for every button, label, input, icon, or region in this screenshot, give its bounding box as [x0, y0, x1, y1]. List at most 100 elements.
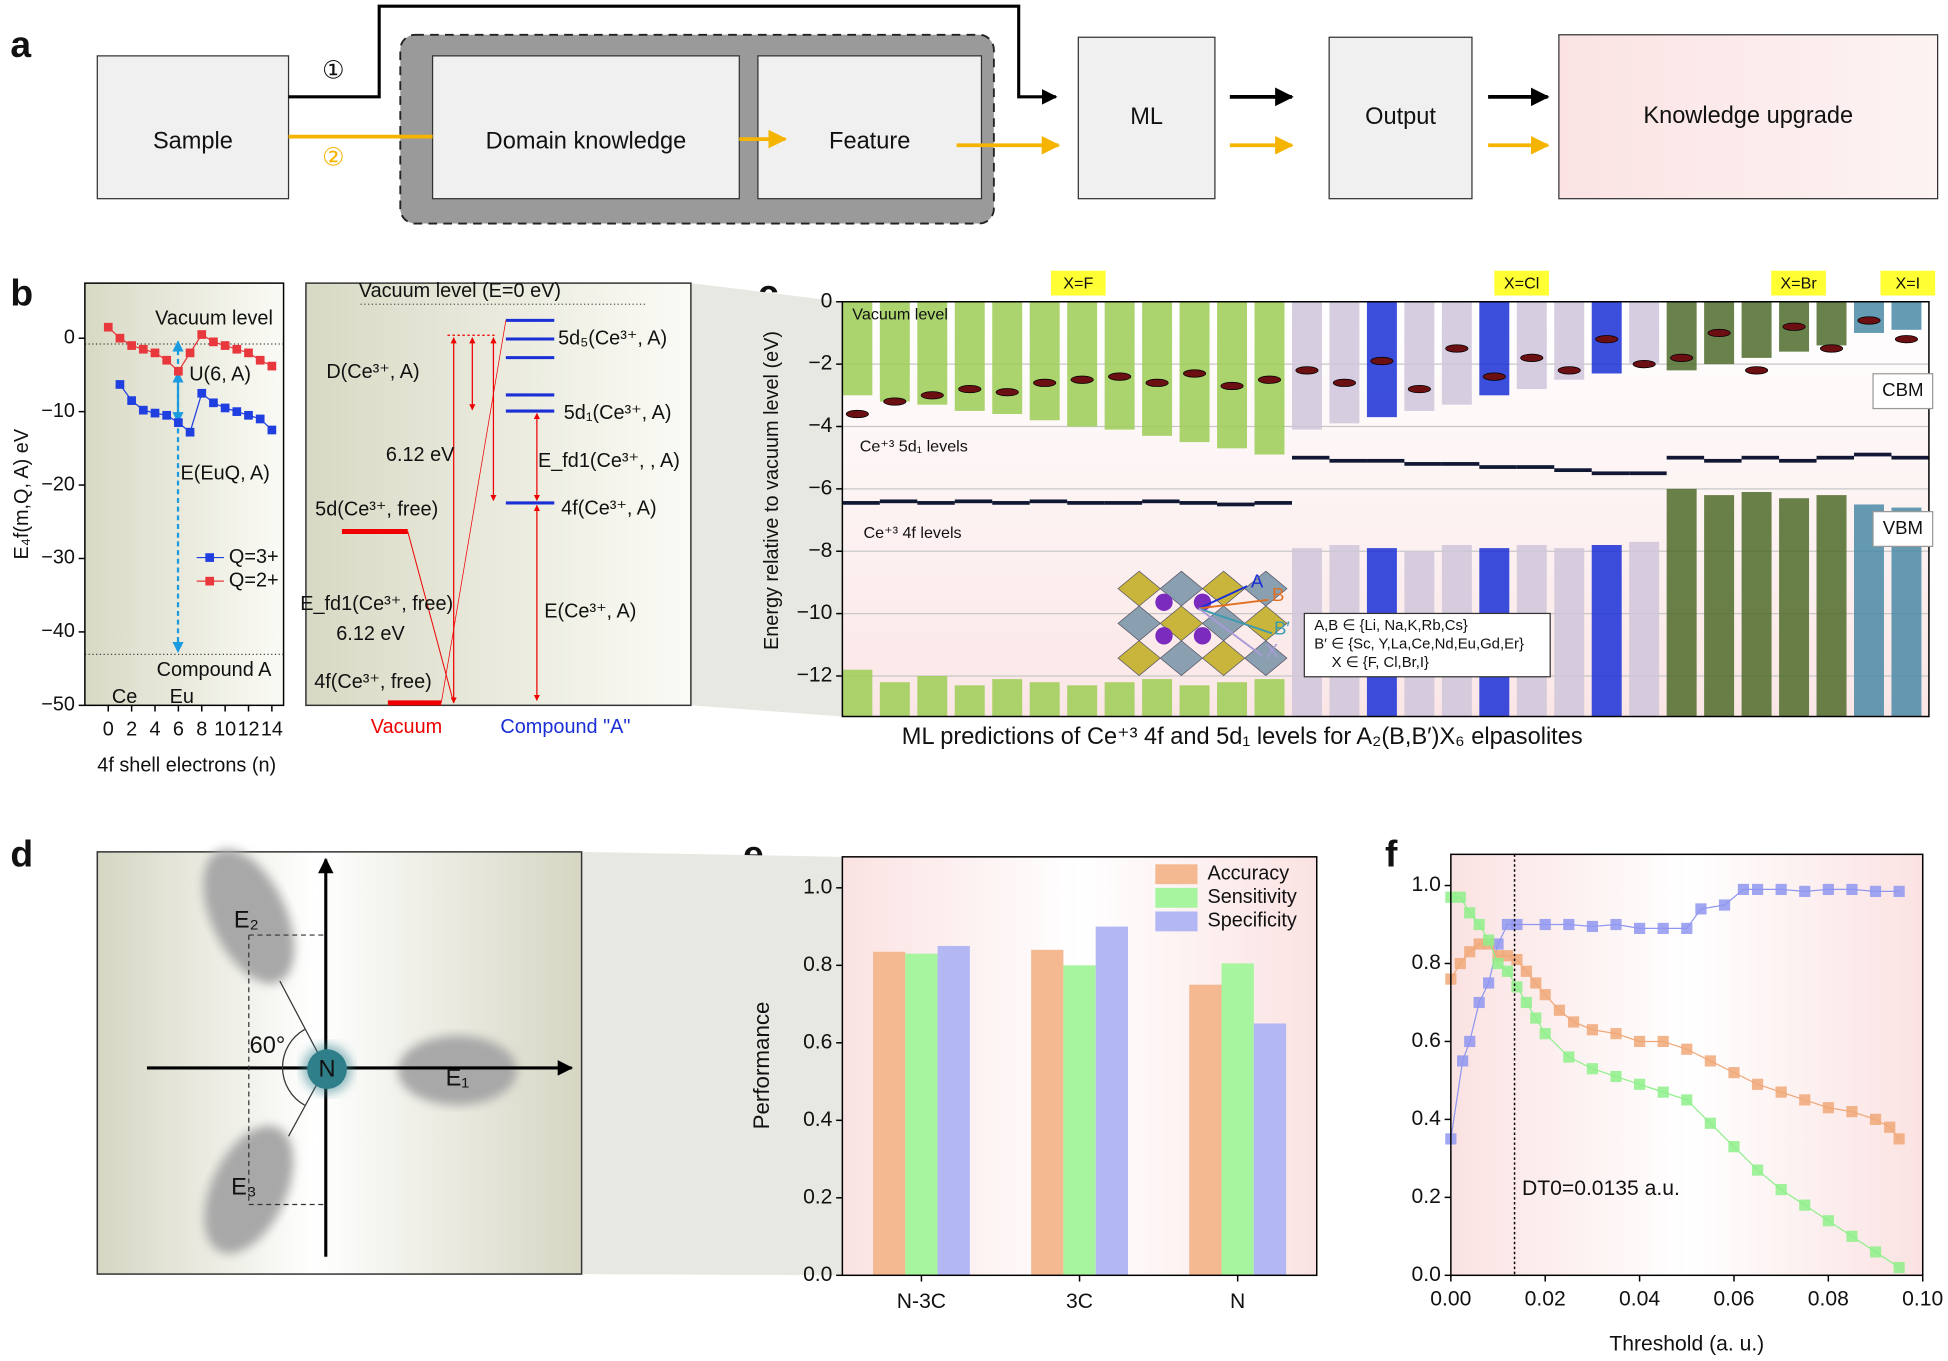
- diagram-label: E_fd1(Ce³⁺, free): [300, 593, 453, 615]
- level-4f: [1179, 501, 1218, 505]
- level-5d: [958, 384, 982, 394]
- legend-label: Sensitivity: [1207, 886, 1296, 908]
- plot-frame: [84, 282, 285, 707]
- marker: [174, 418, 183, 427]
- level-5d: [1332, 378, 1356, 387]
- marker: [1563, 1051, 1575, 1063]
- marker: [1846, 1230, 1858, 1242]
- marker: [1473, 918, 1485, 931]
- cbm-bar: [1029, 301, 1060, 421]
- annotation: Ce: [112, 686, 137, 708]
- y-axis-label: Energy relative to vacuum level (eV): [761, 331, 783, 650]
- atom: [1155, 593, 1173, 611]
- legend-label: Q=2+: [229, 569, 279, 591]
- marker: [267, 361, 277, 371]
- marker: [1610, 1070, 1622, 1083]
- bar: [1063, 965, 1096, 1276]
- marker: [1492, 938, 1504, 950]
- marker: [1737, 883, 1749, 896]
- x-tick-label: 6: [173, 718, 184, 740]
- level-4f: [1704, 458, 1742, 463]
- marker: [1822, 1102, 1834, 1114]
- marker: [1775, 1183, 1787, 1196]
- marker: [1799, 1094, 1811, 1106]
- vbm-bar: [842, 669, 873, 717]
- node-box: [1328, 36, 1473, 200]
- level-5d: [1108, 372, 1132, 381]
- diagram-label: 6.12 eV: [386, 444, 455, 466]
- marker: [185, 348, 195, 358]
- marker: [1751, 1164, 1764, 1176]
- marker: [1681, 922, 1693, 934]
- level-5d: [845, 409, 869, 419]
- cbm-bar: [1291, 301, 1322, 430]
- marker: [1846, 883, 1858, 896]
- level-5d: [1819, 344, 1844, 353]
- cbm-bar: [1479, 301, 1510, 396]
- marker: [1751, 1078, 1764, 1090]
- level-5d: [1670, 353, 1694, 362]
- diagram-label: 60°: [250, 1032, 286, 1058]
- level-5d: [1257, 375, 1282, 384]
- marker: [1520, 996, 1532, 1009]
- marker: [1884, 1121, 1896, 1133]
- node-label: Feature: [829, 127, 910, 153]
- marker: [1846, 1106, 1858, 1118]
- inset-legend-text: B′ ∈ {Sc, Y,La,Ce,Nd,Eu,Gd,Er}: [1314, 636, 1524, 652]
- y-tick-label: −8: [808, 539, 832, 562]
- group-label: X=Br: [1780, 275, 1817, 293]
- y-tick-label: 0.4: [803, 1108, 833, 1131]
- y-tick-label: 0.6: [803, 1030, 832, 1053]
- legend-swatch: [1155, 887, 1198, 908]
- diagram-label: Vacuum: [371, 716, 442, 738]
- cbm-bar: [1404, 301, 1435, 411]
- diagram-label: 4f(Ce³⁺, A): [561, 497, 656, 519]
- marker: [1457, 1055, 1469, 1067]
- level-4f: [1254, 501, 1292, 505]
- cbm-bar: [842, 301, 873, 396]
- diagram-label: E_fd1(Ce³⁺, , A): [538, 450, 680, 472]
- marker: [1799, 885, 1811, 897]
- inset-legend-box: [1303, 612, 1551, 678]
- marker: [1869, 1113, 1882, 1125]
- vbm-bar: [1779, 498, 1810, 717]
- level-5d: [883, 397, 907, 406]
- vbm-bar: [1254, 679, 1285, 717]
- x-tick-label: 0.02: [1525, 1288, 1566, 1311]
- cbm-bar: [1516, 301, 1547, 390]
- diagram-label: 6.12 eV: [336, 623, 405, 645]
- marker: [197, 330, 207, 339]
- group-label: X=Cl: [1504, 275, 1539, 293]
- marker: [150, 348, 160, 358]
- level-5d: [1482, 372, 1506, 381]
- marker: [1634, 922, 1646, 934]
- marker: [1520, 965, 1532, 977]
- connector: [690, 283, 843, 717]
- path-label: ②: [322, 145, 344, 172]
- marker: [1586, 1063, 1598, 1075]
- marker: [162, 410, 172, 420]
- annotation: U(6, A): [189, 363, 251, 385]
- marker: [1657, 1035, 1669, 1048]
- diagram-label: N: [319, 1056, 336, 1082]
- vbm-bar: [1741, 491, 1772, 717]
- marker: [1539, 918, 1551, 931]
- group-label-box: [1050, 270, 1106, 296]
- y-tick-label: −50: [41, 694, 75, 716]
- vbm-bar: [1816, 495, 1847, 717]
- level-5d: [1445, 344, 1469, 353]
- marker: [1704, 1117, 1716, 1129]
- cbm-bar: [1441, 301, 1472, 405]
- arrow-path: [288, 4, 1058, 105]
- y-tick-label: 0: [821, 289, 833, 312]
- node-box: [1077, 36, 1216, 200]
- annotation: Compound A: [157, 659, 273, 681]
- vbm-bar: [954, 685, 985, 717]
- level-5d: [1370, 356, 1394, 366]
- marker: [1751, 883, 1764, 896]
- marker: [255, 355, 265, 365]
- marker: [138, 405, 148, 415]
- vbm-bar: [1666, 488, 1697, 717]
- y-axis-label: Performance: [749, 1001, 774, 1129]
